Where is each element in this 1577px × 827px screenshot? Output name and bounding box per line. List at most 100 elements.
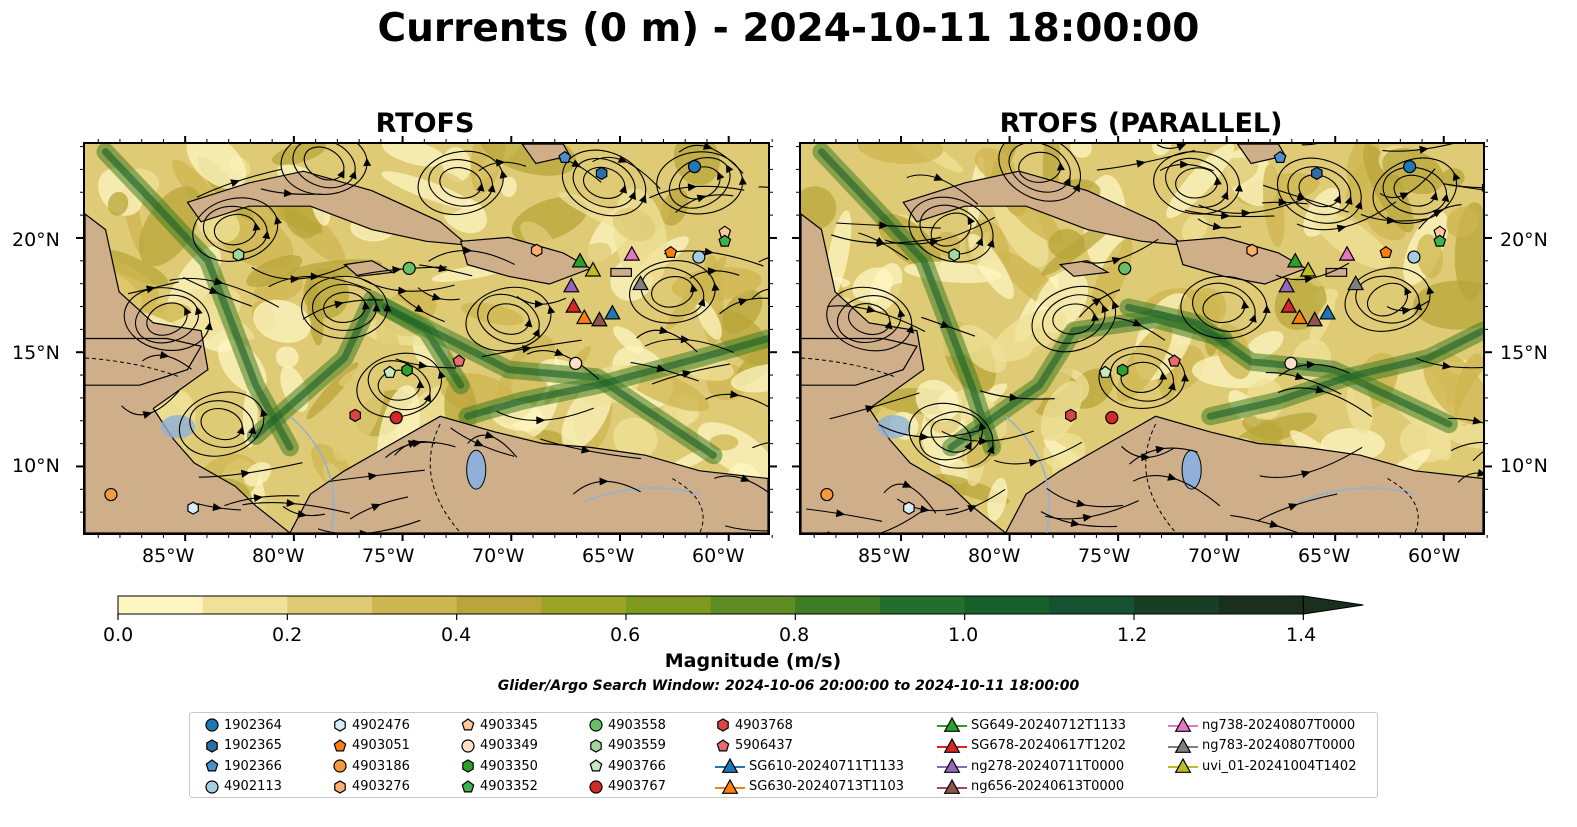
legend-label: ng278-20240711T0000 [971,758,1125,774]
colorbar-segment [118,596,204,614]
map-panel-rtofs[interactable] [83,142,770,535]
colorbar-segment [710,596,796,614]
colorbar-segment [626,596,712,614]
legend-triangle [1174,716,1192,732]
legend-triangle [943,778,961,794]
marker-4902113 [1407,250,1421,264]
legend-marker-icon [589,779,603,794]
legend-triangle [721,757,739,773]
marker-4903559 [948,248,960,262]
legend-item-4903767: 4903767 [588,777,666,797]
lake-nicaragua [160,415,196,439]
legend-circle [205,718,219,732]
marker-4903051 [1379,245,1393,259]
legend-label: 4902476 [352,717,410,733]
legend-item-ng278-20240711T0000: ng278-20240711T0000 [937,756,1124,776]
legend-pentagon [205,759,219,772]
marker-SG649-20240712T1133 [571,252,589,268]
legend-item-1902365: 1902365 [204,736,282,756]
lat-label-10n-right: 10°N [1500,455,1548,477]
hispaniola [459,236,592,285]
marker-4903186 [104,487,118,502]
puerto-rico [610,267,633,277]
marker-ng656-20240613T0000 [1306,311,1324,327]
legend-triangle [721,778,739,794]
lake-nicaragua [876,415,911,439]
legend-marker-icon [717,718,729,732]
streamlines [121,144,768,533]
legend-label: 4903558 [608,717,666,733]
legend-label: ng783-20240807T0000 [1202,738,1356,753]
legend-hexagon [462,759,474,773]
marker-4903766 [1098,365,1112,378]
legend-item-1902366: 1902366 [204,756,282,776]
land [85,144,768,533]
legend-label: SG630-20240713T1103 [749,779,905,794]
lat-label-15n-right: 15°N [1500,342,1548,364]
colorbar-tick-1: 0.2 [272,624,303,646]
marker-4903767 [1105,411,1119,425]
legend-item-ng656-20240613T0000: ng656-20240613T0000 [937,777,1124,797]
colorbar-tick-0: 0.0 [103,624,134,646]
lon-label-70w-left: 70°W [472,545,525,567]
marker-ng656-20240613T0000 [591,311,608,327]
colorbar-segment [880,596,966,614]
colorbar-segment [372,596,458,614]
legend-item-4903051: 4903051 [332,736,410,756]
legend-pentagon [716,738,730,751]
currents-map-rtofs-parallel [801,144,1483,533]
legend-hexagon [590,738,602,753]
lat-label-15n-left: 15°N [12,342,60,364]
central-america [85,213,291,533]
legend-marker-icon [715,778,745,794]
legend-marker-icon [461,779,475,792]
marker-ng278-20240711T0000 [1278,277,1295,293]
marker-4903766 [383,365,397,378]
search-window-note: Glider/Argo Search Window: 2024-10-06 20… [497,678,1080,694]
streamlines [806,144,1483,533]
legend-item-4903558: 4903558 [588,715,666,735]
lat-label-20n-right: 20°N [1500,229,1548,251]
legend-marker-icon [461,738,475,753]
jamaica [1058,260,1110,277]
legend-hexagon [334,779,346,794]
marker-4903051 [664,245,678,259]
lake-maracaibo [466,449,487,490]
legend-label: 4903051 [352,738,410,753]
legend-item-SG649-20240712T1133: SG649-20240712T1133 [937,715,1126,735]
legend-label: SG678-20240617T1202 [971,738,1127,753]
lon-label-85w-left: 85°W [142,545,195,567]
legend-marker-icon [205,779,219,794]
lon-label-65w-right: 65°W [1298,545,1351,567]
colorbar [117,595,1364,620]
legend-item-4903350: 4903350 [460,756,538,776]
legend-item-1902364: 1902364 [204,715,282,735]
colorbar-segment [456,596,542,614]
map-panel-rtofs-parallel[interactable] [799,142,1485,535]
marker-4903186 [820,487,834,502]
south-america [1004,415,1483,533]
legend-label: SG610-20240711T1133 [749,758,905,774]
legend-marker-icon [206,738,218,753]
marker-1902365 [595,166,608,181]
legend-item-uvi_01-20241004T1402: uvi_01-20241004T1402 [1168,756,1356,776]
marker-4903349 [1284,356,1298,370]
marker-uvi_01-20241004T1402 [1299,261,1317,277]
legend-circle [333,759,347,773]
panel-title-rtofs-parallel: RTOFS (PARALLEL) [999,108,1283,139]
marker-4903352 [1433,234,1447,247]
legend-marker-icon [1168,716,1198,732]
colorbar-segment [287,596,373,614]
legend-triangle [1174,737,1192,753]
marker-SG630-20240713T1103 [575,308,593,325]
marker-SG678-20240617T1202 [1280,297,1298,313]
colorbar-segment [795,596,881,614]
legend-marker-icon [333,759,347,773]
legend-label: 5906437 [735,738,793,753]
marker-4903558 [1118,261,1132,275]
currents-map-rtofs [85,144,768,533]
lon-label-75w-right: 75°W [1078,545,1131,567]
legend-item-SG630-20240713T1103: SG630-20240713T1103 [715,777,904,797]
legend-marker-icon [205,718,219,732]
legend-item-5906437: 5906437 [715,736,793,756]
